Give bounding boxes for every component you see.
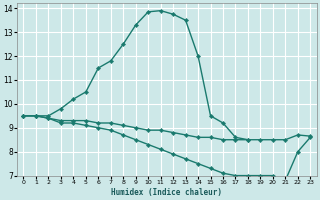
X-axis label: Humidex (Indice chaleur): Humidex (Indice chaleur) — [111, 188, 222, 197]
